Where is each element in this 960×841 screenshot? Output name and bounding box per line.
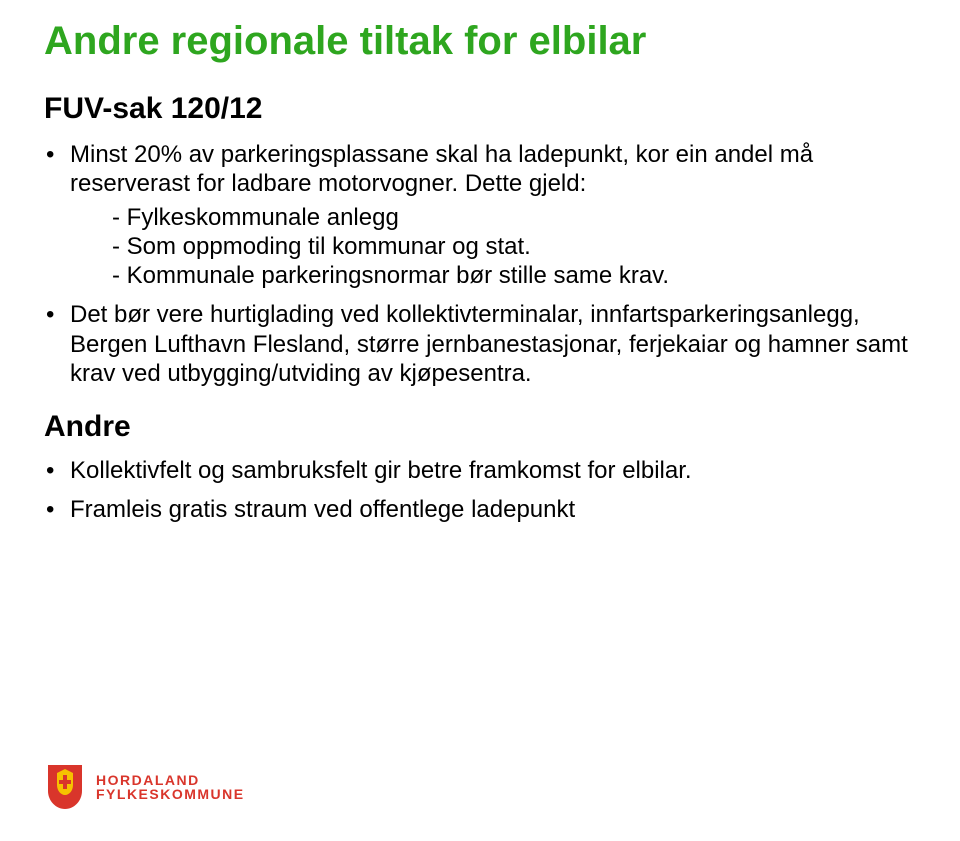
footer-logo: HORDALAND FYLKESKOMMUNE: [44, 763, 245, 811]
sub-item: - Som oppmoding til kommunar og stat.: [112, 232, 916, 261]
section2-bullets: Kollektivfelt og sambruksfelt gir betre …: [44, 456, 916, 525]
section2-heading: Andre: [44, 410, 916, 444]
bullet-text: Minst 20% av parkeringsplassane skal ha …: [70, 141, 813, 197]
bullet-text: Kollektivfelt og sambruksfelt gir betre …: [70, 457, 692, 484]
sub-item: - Fylkeskommunale anlegg: [112, 203, 916, 232]
list-item: Framleis gratis straum ved offentlege la…: [44, 495, 916, 524]
list-item: Minst 20% av parkeringsplassane skal ha …: [44, 140, 916, 290]
section1-bullets: Minst 20% av parkeringsplassane skal ha …: [44, 140, 916, 388]
section-fuv: FUV-sak 120/12 Minst 20% av parkeringspl…: [44, 92, 916, 388]
bullet-text: Det bør vere hurtiglading ved kollektivt…: [70, 301, 908, 387]
section-andre: Andre Kollektivfelt og sambruksfelt gir …: [44, 410, 916, 525]
page-title: Andre regionale tiltak for elbilar: [44, 18, 916, 64]
list-item: Kollektivfelt og sambruksfelt gir betre …: [44, 456, 916, 485]
list-item: Det bør vere hurtiglading ved kollektivt…: [44, 300, 916, 388]
sub-item: - Kommunale parkeringsnormar bør stille …: [112, 261, 916, 290]
bullet-text: Framleis gratis straum ved offentlege la…: [70, 496, 575, 523]
logo-text: HORDALAND FYLKESKOMMUNE: [96, 773, 245, 801]
shield-icon: [44, 763, 86, 811]
logo-line2: FYLKESKOMMUNE: [96, 787, 245, 801]
logo-line1: HORDALAND: [96, 773, 245, 787]
sub-list: - Fylkeskommunale anlegg - Som oppmoding…: [70, 203, 916, 291]
section1-heading: FUV-sak 120/12: [44, 92, 916, 126]
